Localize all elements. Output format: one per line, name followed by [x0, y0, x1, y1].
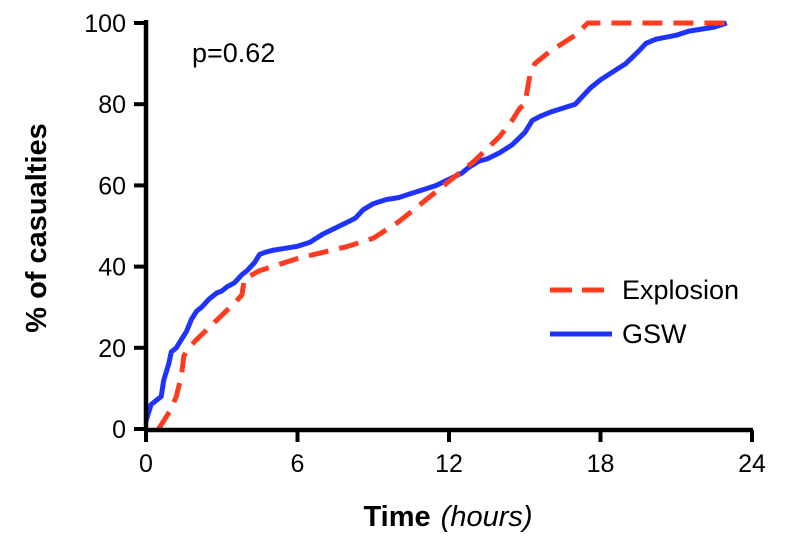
x-tick-label: 18: [587, 450, 615, 478]
x-tick-label: 12: [435, 450, 463, 478]
y-tick-label: 60: [98, 172, 126, 200]
y-tick-label: 40: [98, 254, 126, 282]
legend-label-gsw: GSW: [622, 319, 687, 349]
p-value-annotation: p=0.62: [192, 38, 275, 68]
legend-label-explosion: Explosion: [622, 275, 739, 305]
x-tick-label: 6: [291, 450, 305, 478]
series-line-explosion: [156, 20, 727, 431]
y-tick-label: 100: [84, 10, 126, 38]
x-axis-label: Time: [363, 501, 430, 533]
y-tick-label: 0: [112, 416, 126, 444]
series-line-gsw: [143, 20, 728, 422]
axis-ticks: 0 6 12 18 24 0 20 40 60 80 100: [84, 10, 766, 478]
y-tick-label: 20: [98, 335, 126, 363]
y-tick-label: 80: [98, 91, 126, 119]
x-axis-title: Time (hours): [363, 501, 532, 533]
y-axis-title: % of casualties: [21, 123, 53, 333]
x-axis-unit: (hours): [441, 501, 533, 533]
legend: Explosion GSW: [550, 275, 739, 349]
plot-area: [143, 20, 728, 431]
x-tick-label: 24: [738, 450, 766, 478]
x-tick-label: 0: [139, 450, 153, 478]
